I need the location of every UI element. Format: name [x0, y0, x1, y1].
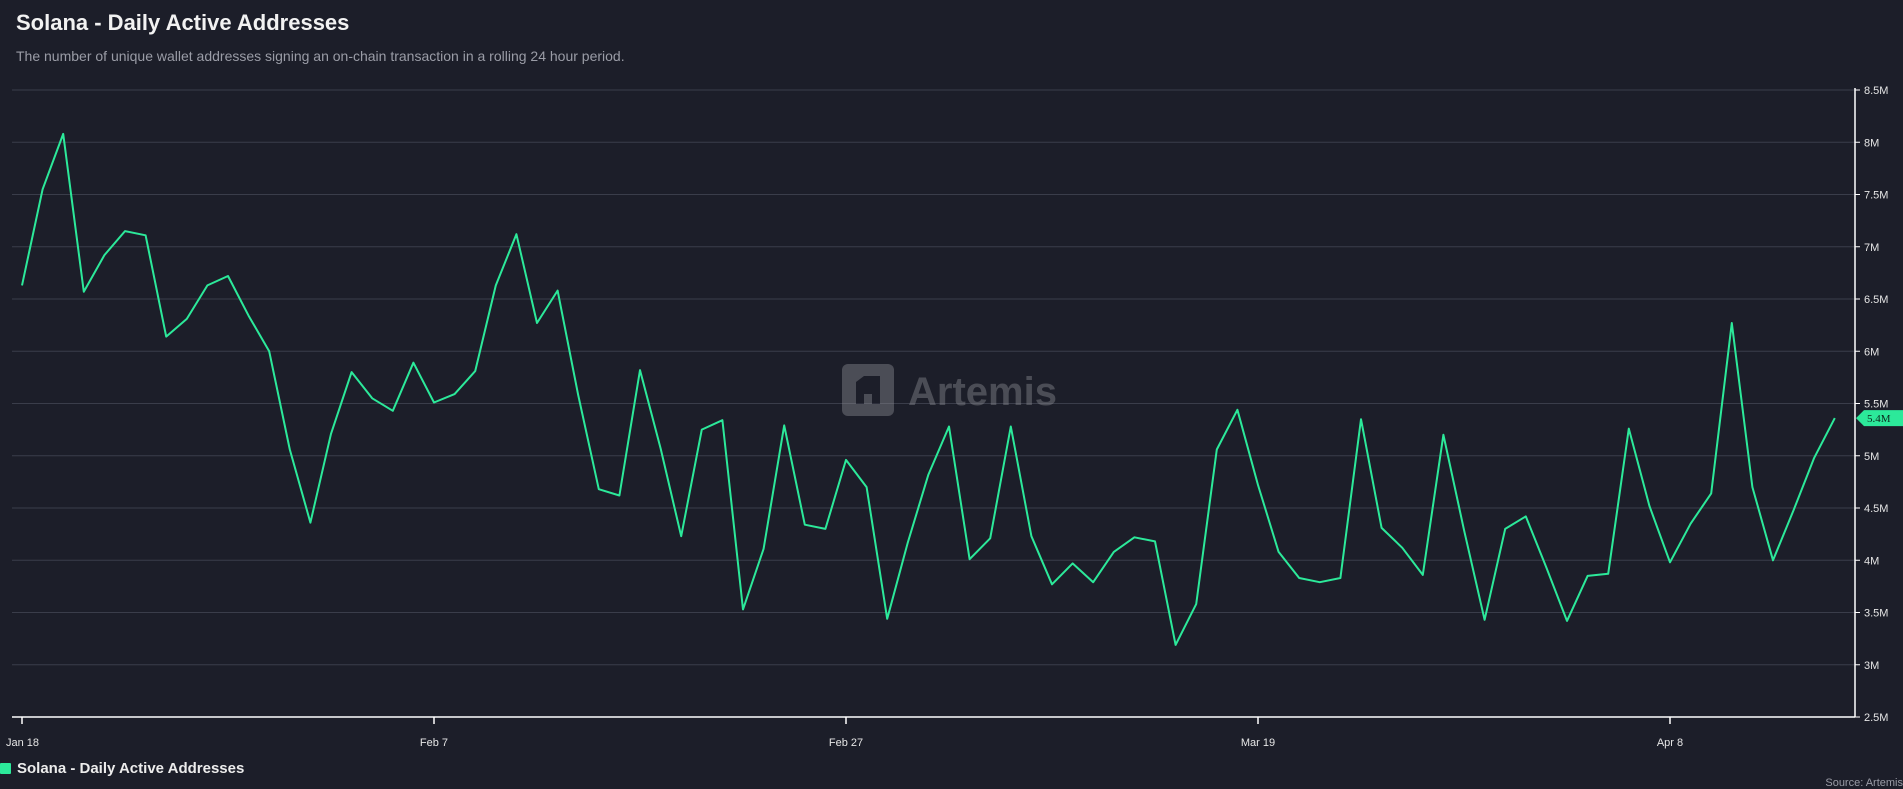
line-chart: 2.5M 3M 3.5M 4M 4.5M 5M 5.5M 6M 6.5M 7M 7.5M 8M 8.5M…	[6, 85, 1903, 749]
x-tick-label: Feb 7	[420, 737, 448, 749]
y-tick-label: 4.5M	[1864, 503, 1888, 515]
last-value-label: 5.4M	[1867, 413, 1891, 425]
legend[interactable]: Solana - Daily Active Addresses	[0, 760, 244, 777]
watermark-text: Artemis	[908, 370, 1057, 414]
y-tick-label: 7.5M	[1864, 190, 1888, 202]
y-tick-label: 2.5M	[1864, 712, 1888, 724]
y-tick-label: 3M	[1864, 660, 1879, 672]
y-tick-label: 3.5M	[1864, 608, 1888, 620]
x-tick-label: Apr 8	[1657, 737, 1683, 749]
x-tick-label: Jan 18	[6, 737, 39, 749]
y-tick-label: 7M	[1864, 242, 1879, 254]
source-note: Source: Artemis	[1825, 777, 1903, 789]
series-line-solana	[21, 132, 1836, 646]
chart-subtitle: The number of unique wallet addresses si…	[16, 48, 625, 64]
x-tick-label: Mar 19	[1241, 737, 1275, 749]
y-tick-label: 8M	[1864, 137, 1879, 149]
legend-swatch	[0, 763, 11, 774]
y-tick-label: 5M	[1864, 451, 1879, 463]
x-tick-label: Feb 27	[829, 737, 863, 749]
watermark: Artemis	[842, 364, 1057, 421]
y-tick-label: 4M	[1864, 555, 1879, 567]
y-tick-label: 6M	[1864, 346, 1879, 358]
legend-label: Solana - Daily Active Addresses	[17, 760, 245, 777]
chart-title: Solana - Daily Active Addresses	[16, 10, 350, 35]
y-tick-label: 5.5M	[1864, 399, 1888, 411]
last-value-marker	[1856, 410, 1903, 427]
y-tick-label: 8.5M	[1864, 85, 1888, 97]
artemis-logo-icon	[842, 364, 894, 421]
y-tick-label: 6.5M	[1864, 294, 1888, 306]
